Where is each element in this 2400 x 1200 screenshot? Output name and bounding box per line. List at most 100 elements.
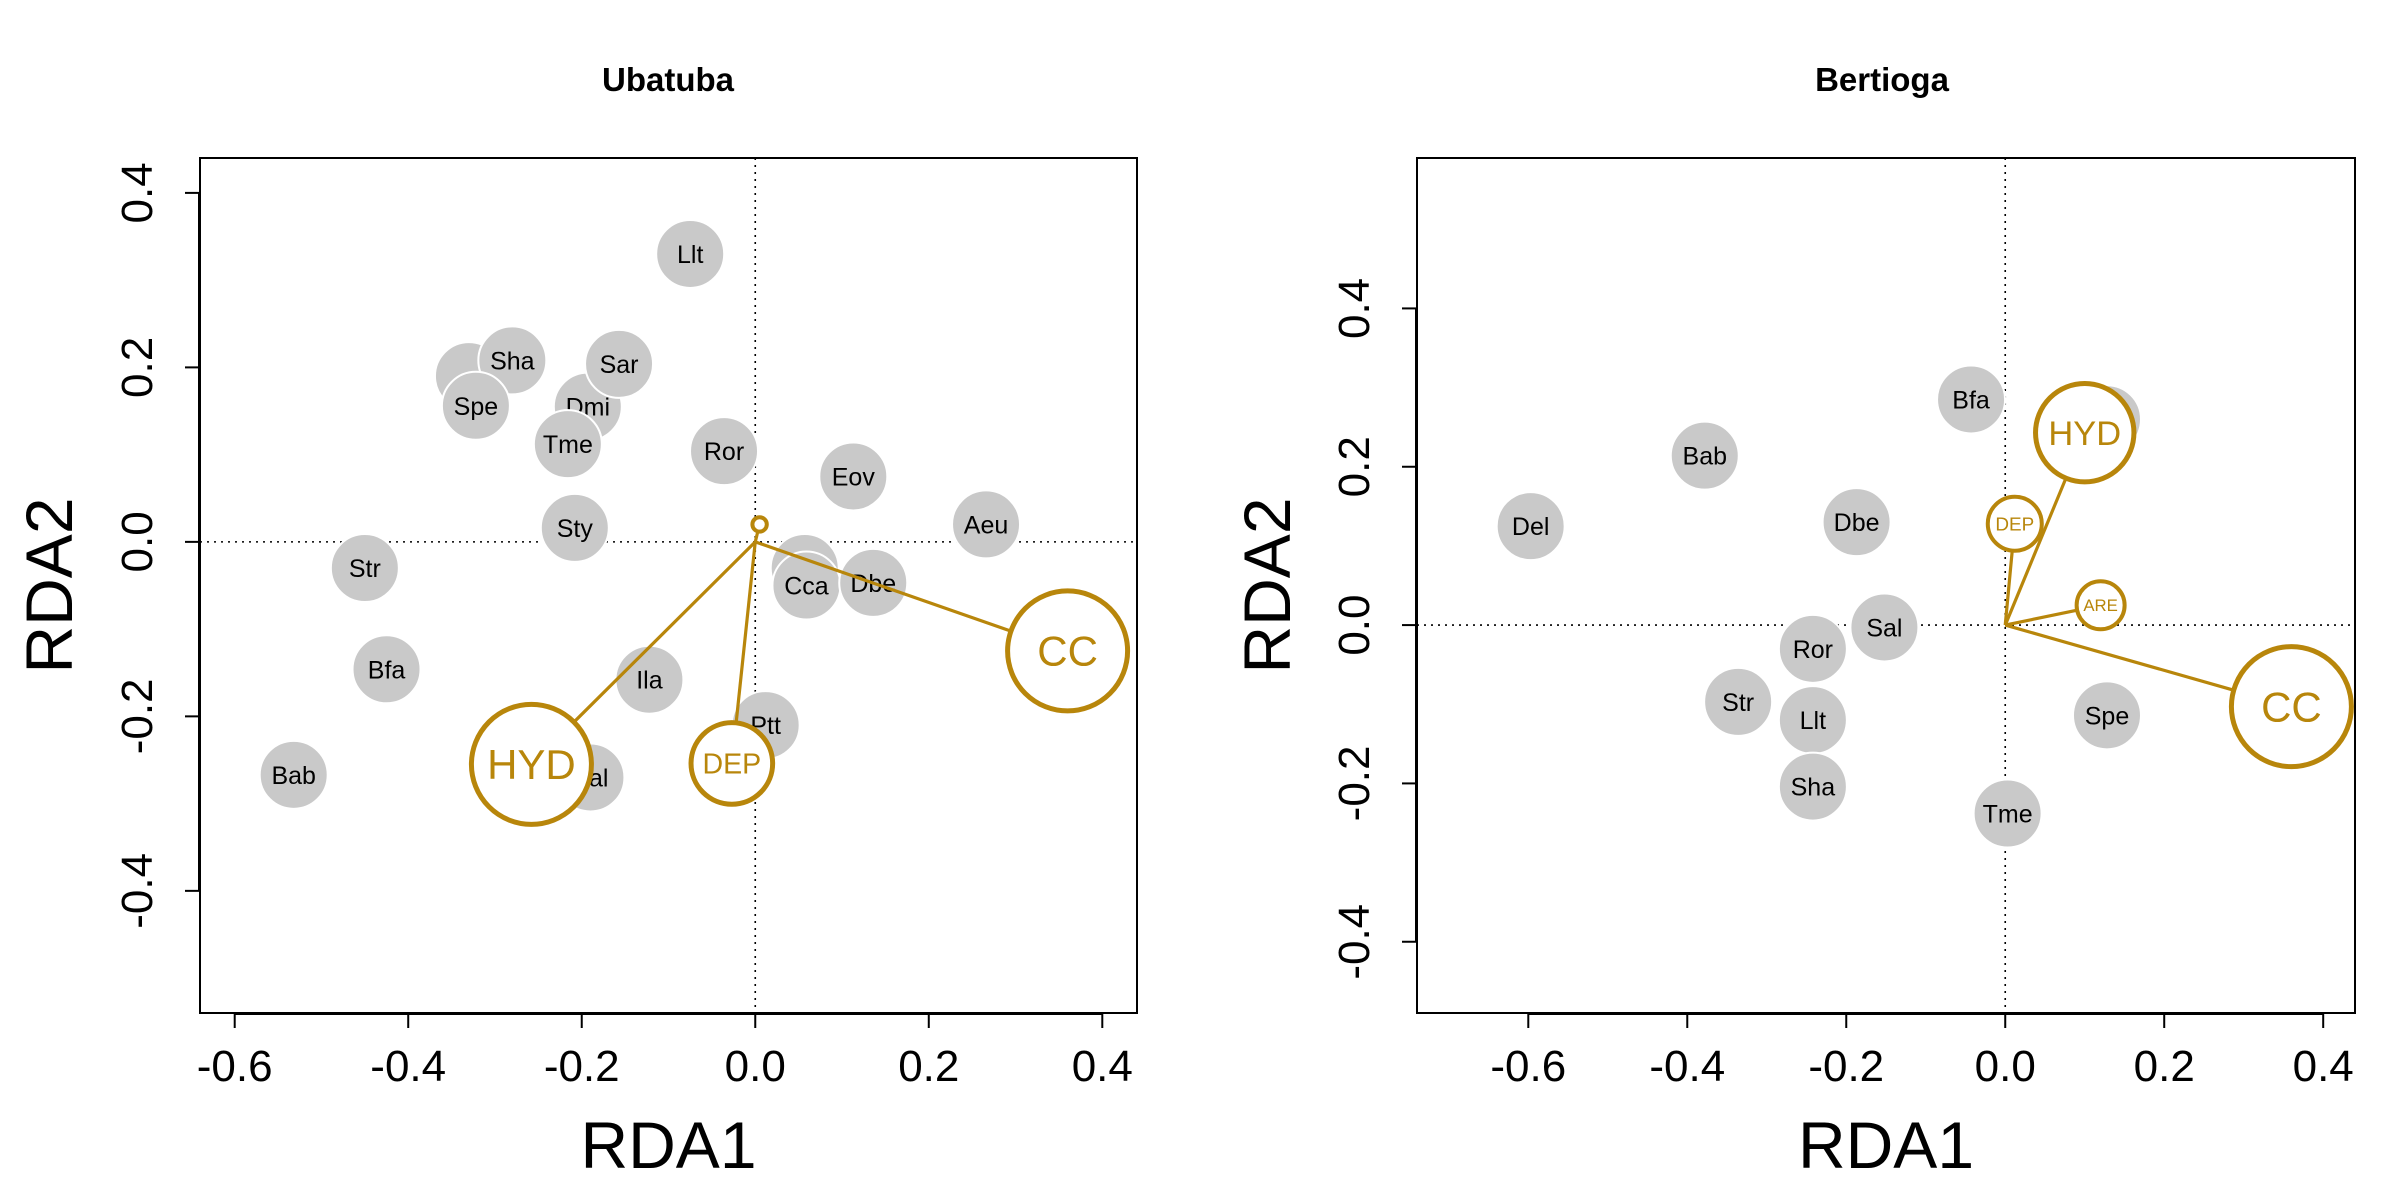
env-vector-arrow bbox=[754, 540, 1012, 633]
species-label: Eov bbox=[832, 463, 876, 491]
species-label: Llt bbox=[1800, 707, 1826, 735]
y-tick-label: 0.4 bbox=[1330, 278, 1379, 339]
x-tick-label: 0.2 bbox=[2134, 1042, 2195, 1091]
env-vector-point bbox=[688, 720, 776, 807]
species-label: Bfa bbox=[368, 656, 406, 684]
y-tick-label: -0.4 bbox=[113, 853, 162, 929]
species-point bbox=[1495, 491, 1566, 562]
species-point bbox=[1777, 613, 1848, 684]
species-point bbox=[1821, 487, 1892, 558]
species-point bbox=[329, 533, 400, 604]
y-tick-label: 0.2 bbox=[1330, 436, 1379, 497]
species-point bbox=[584, 328, 655, 399]
env-vector-point bbox=[2033, 381, 2137, 485]
x-tick-label: -0.6 bbox=[197, 1042, 273, 1091]
x-tick-label: -0.2 bbox=[1808, 1042, 1884, 1091]
species-point bbox=[1936, 364, 2007, 435]
y-tick-label: 0.0 bbox=[1330, 594, 1379, 655]
species-label: Spe bbox=[2085, 702, 2129, 730]
species-label: Str bbox=[1722, 689, 1754, 717]
species-label: Bab bbox=[271, 762, 315, 790]
species-point bbox=[1777, 751, 1848, 822]
y-tick-label: 0.2 bbox=[113, 337, 162, 398]
species-point bbox=[2071, 680, 2142, 751]
species-label: Ror bbox=[1793, 636, 1833, 664]
env-vector-label: CC bbox=[2261, 683, 2322, 730]
species-point bbox=[440, 370, 511, 441]
env-vector-point bbox=[2074, 579, 2127, 632]
y-tick-label: 0.0 bbox=[113, 511, 162, 572]
x-tick-label: 0.0 bbox=[1975, 1042, 2036, 1091]
panel-title: Ubatuba bbox=[602, 61, 735, 98]
env-vector-point bbox=[468, 701, 594, 827]
env-vector-arrow bbox=[2004, 623, 2235, 692]
y-axis-label: RDA2 bbox=[1230, 497, 1304, 673]
species-point bbox=[1849, 592, 1920, 663]
env-vector-arrow bbox=[734, 541, 757, 724]
species-label: Dbe bbox=[1834, 509, 1880, 537]
species-point bbox=[1972, 778, 2043, 849]
env-vector-point bbox=[1005, 588, 1131, 714]
species-point bbox=[689, 416, 760, 487]
env-vector-label: CC bbox=[1037, 628, 1098, 675]
y-tick-label: 0.4 bbox=[113, 162, 162, 223]
species-label: Bab bbox=[1683, 443, 1727, 471]
env-vector-label: ARE bbox=[2083, 596, 2118, 615]
species-label: Sal bbox=[1866, 614, 1902, 642]
x-axis-label: RDA1 bbox=[1798, 1108, 1974, 1182]
species-label: Aeu bbox=[964, 511, 1008, 539]
species-point bbox=[655, 218, 726, 289]
env-vector-point bbox=[2228, 644, 2354, 770]
env-vector-arrow bbox=[2004, 608, 2078, 627]
species-point bbox=[951, 489, 1022, 560]
panel-bertioga: Bertioga Bfa Bab Del Dbe Sal Ror Str Llt Spe Sha T… bbox=[1230, 61, 2356, 1182]
species-label: Tme bbox=[1983, 801, 2033, 829]
species-label: Sha bbox=[490, 347, 535, 375]
x-tick-label: 0.0 bbox=[725, 1042, 786, 1091]
species-label: Str bbox=[349, 555, 381, 583]
species-label: Sty bbox=[557, 515, 594, 543]
species-label: Llt bbox=[677, 241, 703, 269]
plot-frame bbox=[1416, 157, 2356, 1014]
species-label: Bfa bbox=[1952, 386, 1990, 414]
x-tick-label: -0.4 bbox=[1649, 1042, 1725, 1091]
env-vector-label: HYD bbox=[487, 741, 576, 788]
y-tick-label: -0.4 bbox=[1330, 904, 1379, 980]
species-point bbox=[818, 441, 889, 512]
species-label: Sha bbox=[1791, 774, 1836, 802]
species-point bbox=[539, 492, 610, 563]
y-axis-label: RDA2 bbox=[12, 497, 86, 673]
y-tick-label: -0.2 bbox=[1330, 746, 1379, 822]
species-label: Del bbox=[1512, 513, 1550, 541]
env-vector-arrow bbox=[2003, 550, 2014, 626]
species-point bbox=[1703, 666, 1774, 737]
species-label: Ila bbox=[636, 667, 663, 695]
env-vector-label: DEP bbox=[1995, 514, 2034, 535]
species-label: Cca bbox=[784, 573, 829, 601]
x-tick-label: 0.2 bbox=[898, 1042, 959, 1091]
species-point bbox=[1669, 420, 1740, 491]
x-tick-label: -0.2 bbox=[544, 1042, 620, 1091]
x-axis-label: RDA1 bbox=[580, 1108, 756, 1182]
env-vector-point bbox=[750, 515, 769, 534]
panel-title: Bertioga bbox=[1815, 61, 1950, 98]
species-point bbox=[351, 634, 422, 705]
x-tick-label: -0.4 bbox=[370, 1042, 446, 1091]
species-label: Tme bbox=[543, 431, 593, 459]
env-vector-arrow bbox=[572, 540, 757, 724]
species-label: Ror bbox=[704, 438, 744, 466]
x-tick-label: 0.4 bbox=[2293, 1042, 2354, 1091]
species-point bbox=[258, 739, 329, 810]
species-label: Sar bbox=[600, 351, 639, 379]
env-vector-label: DEP bbox=[702, 748, 761, 780]
species-point bbox=[532, 409, 603, 480]
x-tick-label: 0.4 bbox=[1072, 1042, 1133, 1091]
y-tick-label: -0.2 bbox=[113, 678, 162, 754]
x-tick-label: -0.6 bbox=[1490, 1042, 1566, 1091]
env-vector-arrow bbox=[2003, 477, 2068, 626]
species-label: Spe bbox=[454, 393, 498, 421]
env-vector-label: HYD bbox=[2048, 415, 2121, 453]
env-vector-point bbox=[1985, 494, 2044, 553]
